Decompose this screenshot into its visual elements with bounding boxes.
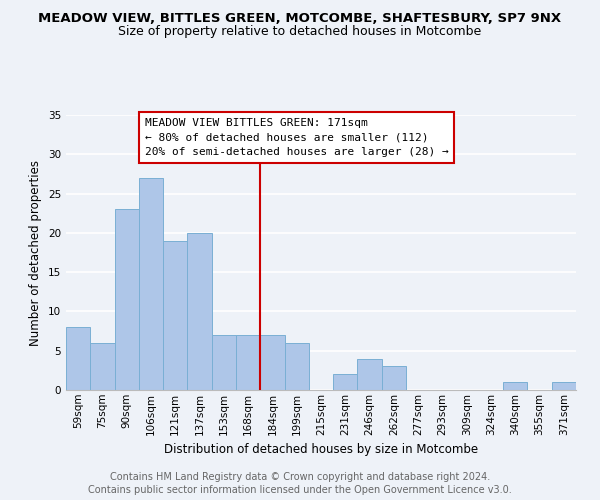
Bar xyxy=(260,335,284,390)
Bar xyxy=(212,335,236,390)
Bar xyxy=(552,382,576,390)
Text: MEADOW VIEW, BITTLES GREEN, MOTCOMBE, SHAFTESBURY, SP7 9NX: MEADOW VIEW, BITTLES GREEN, MOTCOMBE, SH… xyxy=(38,12,562,26)
Bar xyxy=(503,382,527,390)
Bar xyxy=(163,240,187,390)
Y-axis label: Number of detached properties: Number of detached properties xyxy=(29,160,43,346)
Bar xyxy=(139,178,163,390)
Bar xyxy=(382,366,406,390)
Bar xyxy=(115,210,139,390)
Text: MEADOW VIEW BITTLES GREEN: 171sqm
← 80% of detached houses are smaller (112)
20%: MEADOW VIEW BITTLES GREEN: 171sqm ← 80% … xyxy=(145,118,449,158)
Bar xyxy=(358,358,382,390)
Text: Contains HM Land Registry data © Crown copyright and database right 2024.: Contains HM Land Registry data © Crown c… xyxy=(110,472,490,482)
Bar xyxy=(284,343,309,390)
X-axis label: Distribution of detached houses by size in Motcombe: Distribution of detached houses by size … xyxy=(164,443,478,456)
Text: Size of property relative to detached houses in Motcombe: Size of property relative to detached ho… xyxy=(118,25,482,38)
Bar xyxy=(236,335,260,390)
Bar xyxy=(187,233,212,390)
Text: Contains public sector information licensed under the Open Government Licence v3: Contains public sector information licen… xyxy=(88,485,512,495)
Bar xyxy=(66,327,90,390)
Bar xyxy=(90,343,115,390)
Bar xyxy=(333,374,358,390)
